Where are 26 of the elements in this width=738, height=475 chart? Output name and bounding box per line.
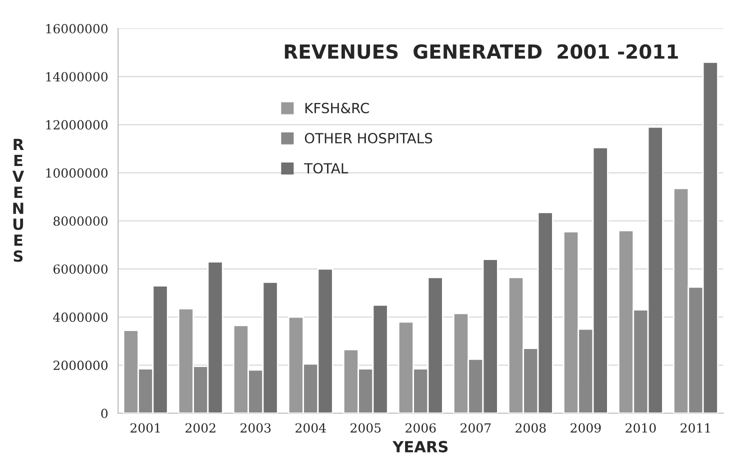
x-tick-label: 2002: [186, 423, 216, 433]
x-tick-label: 2003: [240, 423, 271, 433]
y-tick-label: 6000000: [54, 264, 108, 274]
y-axis-title: R E V E N U E S: [12, 138, 24, 262]
y-tick-label: 4000000: [53, 312, 108, 322]
y-tick-label: 10000000: [46, 168, 108, 178]
legend-label: TOTAL: [304, 163, 348, 174]
x-tick-label: 2004: [296, 423, 326, 433]
x-tick-label: 2011: [680, 423, 710, 433]
legend-label: KFSH&RC: [305, 102, 369, 114]
y-tick-label: 8000000: [54, 216, 108, 226]
x-tick-label: 2005: [350, 423, 381, 433]
y-tick-label: 16000000: [46, 24, 108, 34]
x-tick-label: 2006: [406, 423, 436, 433]
x-tick-label: 2009: [570, 423, 601, 433]
x-axis-title: YEARS: [392, 440, 448, 452]
x-tick-label: 2010: [626, 423, 656, 433]
x-tick-label: 2007: [460, 423, 491, 433]
x-tick-label: 2001: [130, 423, 160, 433]
y-tick-label: 2000000: [54, 360, 108, 370]
y-tick-label: 12000000: [46, 120, 108, 130]
y-tick-label: 0: [101, 408, 108, 418]
legend-label: OTHER HOSPITALS: [304, 132, 432, 144]
text: REVENUES GENERATED 2001 -2011: [284, 44, 678, 59]
y-tick-label: 14000000: [46, 72, 108, 82]
x-tick-label: 2008: [516, 423, 546, 433]
